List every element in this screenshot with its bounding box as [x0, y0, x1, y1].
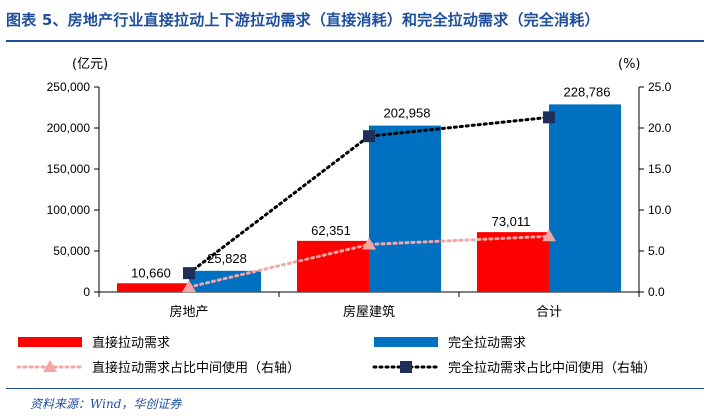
- left-tick-label: 150,000: [47, 162, 91, 176]
- title-divider: [6, 40, 704, 42]
- chart-title: 图表 5、房地产行业直接拉动上下游拉动需求（直接消耗）和完全拉动需求（完全消耗）: [6, 11, 600, 29]
- label-total-1: 202,958: [384, 106, 431, 121]
- legend-swatch-1: [374, 337, 438, 347]
- label-direct-2: 73,011: [492, 214, 531, 229]
- line-total-share: [187, 115, 551, 275]
- legend-marker-2: [43, 360, 57, 372]
- bar-total-1: [369, 125, 441, 293]
- bar-total-0: [189, 270, 261, 292]
- legend-label-2: 直接拉动需求占比中间使用（右轴）: [92, 360, 300, 376]
- marker-direct-share-2: [542, 229, 556, 242]
- legend-swatch-0: [18, 337, 82, 347]
- right-tick-label: 0.0: [648, 285, 665, 299]
- right-tick-label: 20.0: [648, 121, 672, 135]
- bar-direct-1: [297, 240, 369, 292]
- bar-direct-2: [477, 232, 549, 292]
- source-note: 资料来源：Wind，华创证券: [30, 397, 182, 411]
- right-tick-label: 15.0: [648, 162, 672, 176]
- marker-direct-share-1: [362, 237, 376, 250]
- label-total-2: 228,786: [564, 84, 611, 99]
- marker-direct-share-0: [182, 280, 196, 293]
- bar-direct-0: [117, 283, 189, 292]
- bar-total-2: [549, 104, 621, 292]
- legend-marker-3: [400, 361, 412, 373]
- label-direct-0: 10,660: [131, 265, 171, 280]
- label-total-0: 25,828: [207, 251, 247, 266]
- label-direct-1: 62,351: [311, 223, 351, 238]
- left-axis-unit: (亿元): [72, 57, 108, 72]
- marker-total-share-2: [543, 111, 555, 124]
- footer-divider: [6, 388, 704, 389]
- category-label: 房屋建筑: [343, 304, 395, 320]
- right-tick-label: 5.0: [648, 244, 665, 258]
- left-tick-label: 50,000: [53, 244, 90, 258]
- left-tick-label: 250,000: [47, 80, 91, 94]
- legend-label-0: 直接拉动需求: [92, 335, 170, 351]
- marker-total-share-0: [183, 267, 195, 280]
- left-tick-label: 100,000: [47, 203, 91, 217]
- category-label: 房地产: [169, 304, 208, 320]
- legend-label-1: 完全拉动需求: [448, 335, 526, 351]
- right-tick-label: 25.0: [648, 80, 672, 94]
- left-tick-label: 200,000: [47, 121, 91, 135]
- category-label: 合计: [536, 305, 562, 320]
- right-tick-label: 10.0: [648, 203, 672, 217]
- marker-total-share-1: [363, 130, 375, 143]
- right-axis-unit: (%): [618, 57, 641, 72]
- legend-label-3: 完全拉动需求占比中间使用（右轴）: [448, 360, 656, 376]
- left-tick-label: 0: [83, 285, 90, 299]
